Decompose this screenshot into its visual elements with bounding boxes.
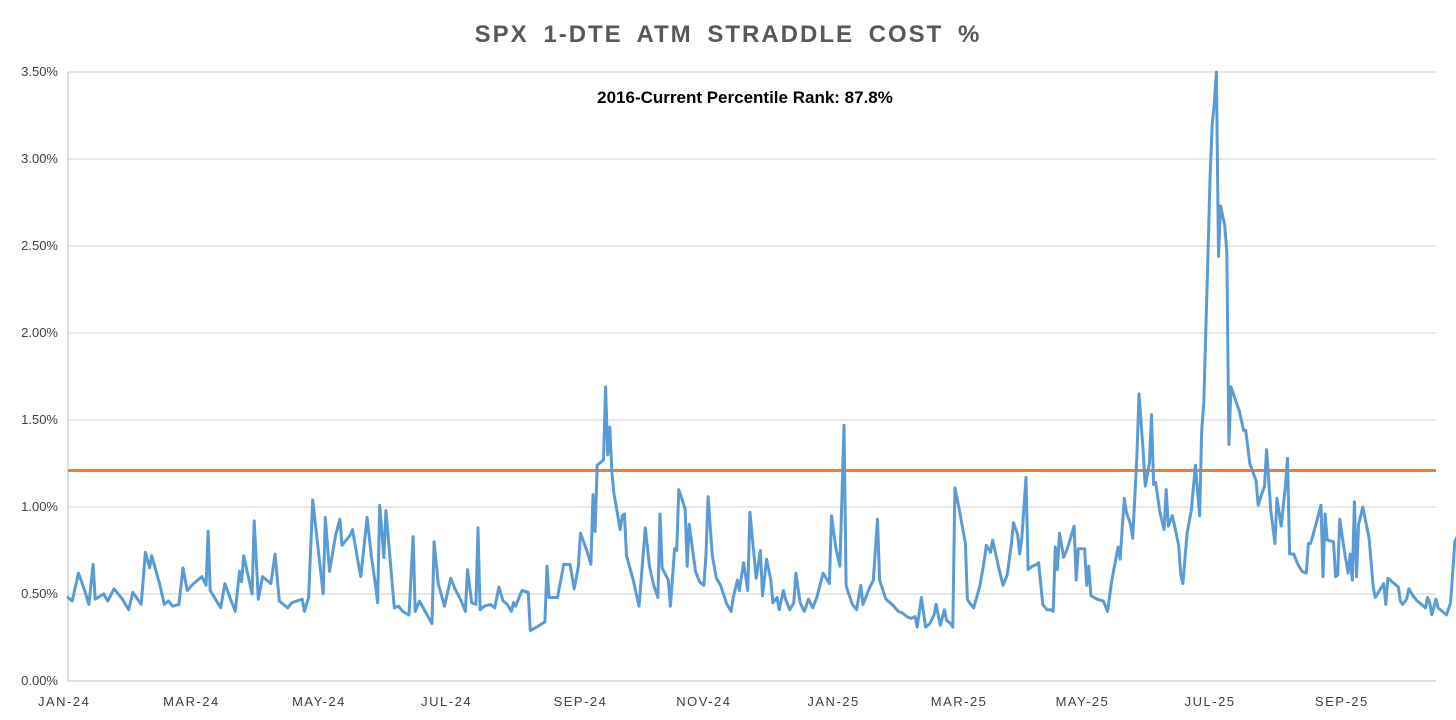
x-tick-label: MAR-24: [163, 694, 220, 709]
x-tick-label: SEP-25: [1315, 694, 1369, 709]
y-tick-label: 3.00%: [21, 151, 58, 166]
x-tick-label: JUL-24: [421, 694, 472, 709]
series-line-straddle-cost: [66, 70, 1456, 632]
chart-title: SPX 1-DTE ATM STRADDLE COST %: [475, 21, 982, 48]
x-tick-label: JUL-25: [1185, 694, 1236, 709]
x-tick-label: MAY-25: [1056, 694, 1110, 709]
percentile-rank-annotation: 2016-Current Percentile Rank: 87.8%: [597, 88, 893, 107]
gridlines: [68, 71, 1436, 595]
x-tick-label: JAN-25: [807, 694, 859, 709]
x-tick-label: SEP-24: [554, 694, 608, 709]
y-tick-label: 2.50%: [21, 238, 58, 253]
x-tick-label: MAY-24: [292, 694, 346, 709]
y-axis-tick-labels: 0.00% 0.50% 1.00% 1.50% 2.00% 2.50% 3.00% 3.50%: [21, 64, 58, 688]
y-tick-label: 2.00%: [21, 325, 58, 340]
x-tick-label: JAN-24: [38, 694, 90, 709]
y-tick-label: 1.00%: [21, 499, 58, 514]
x-axis-tick-labels: JAN-24 MAR-24 MAY-24 JUL-24 SEP-24 NOV-24 JAN-…: [38, 694, 1369, 709]
x-tick-label: MAR-25: [931, 694, 988, 709]
y-tick-label: 0.00%: [21, 673, 58, 688]
x-tick-label: NOV-24: [676, 694, 731, 709]
y-tick-label: 0.50%: [21, 586, 58, 601]
y-tick-label: 1.50%: [21, 412, 58, 427]
y-tick-label: 3.50%: [21, 64, 58, 79]
